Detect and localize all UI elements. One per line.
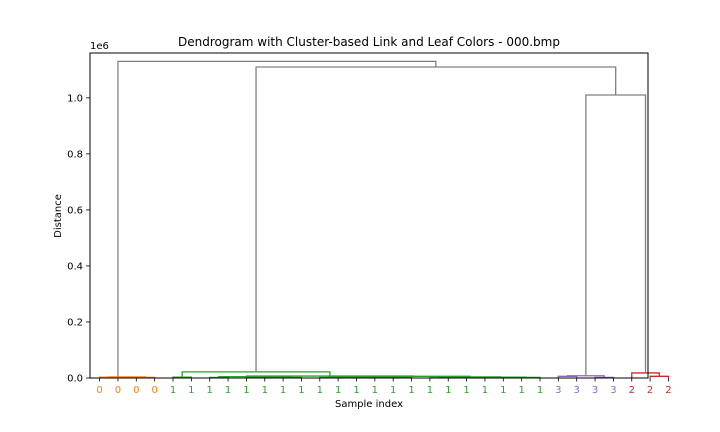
dendrogram-link <box>245 375 414 377</box>
leaf-label: 1 <box>280 385 286 396</box>
plot-frame <box>89 52 649 379</box>
leaf-labels: 0 0 0 0 1 1 1 1 1 1 1 1 1 1 1 1 1 1 1 1 1 1 1 1 1 3 3 3 3 2 2 2 <box>96 378 672 396</box>
y-axis-ticks: 0.0 0.2 0.4 0.6 0.8 1.0 <box>67 93 90 385</box>
x-axis-label: Sample index <box>335 399 403 410</box>
leaf-label: 1 <box>390 385 396 396</box>
leaf-label: 1 <box>188 385 194 396</box>
leaf-label: 1 <box>445 385 451 396</box>
leaf-label: 3 <box>610 385 616 396</box>
leaf-label: 1 <box>243 385 249 396</box>
leaf-label: 1 <box>463 385 469 396</box>
leaf-label: 1 <box>482 385 488 396</box>
leaf-label: 1 <box>353 385 359 396</box>
leaf-label: 1 <box>170 385 176 396</box>
dendrogram-link <box>255 66 617 372</box>
chart-title: Dendrogram with Cluster-based Link and L… <box>178 35 560 49</box>
y-tick-label: 1.0 <box>67 93 83 104</box>
dendrogram-link <box>631 372 660 378</box>
leaf-label: 0 <box>151 385 157 396</box>
leaf-label: 1 <box>225 385 231 396</box>
leaf-label: 1 <box>372 385 378 396</box>
y-tick-label: 0.2 <box>67 317 83 328</box>
y-tick-label: 0.8 <box>67 149 83 160</box>
dendrogram-link <box>585 94 647 376</box>
leaf-label: 1 <box>335 385 341 396</box>
leaf-label: 2 <box>629 385 635 396</box>
leaf-label: 1 <box>518 385 524 396</box>
leaf-label: 1 <box>408 385 414 396</box>
leaf-label: 2 <box>665 385 671 396</box>
leaf-label: 3 <box>555 385 561 396</box>
leaf-label: 1 <box>207 385 213 396</box>
leaf-label: 0 <box>133 385 139 396</box>
y-offset-label: 1e6 <box>90 41 109 52</box>
dendrogram-link <box>117 60 437 377</box>
dendrogram-link <box>649 375 670 378</box>
leaf-label: 3 <box>574 385 580 396</box>
dendrogram-link <box>108 376 147 378</box>
leaf-label: 0 <box>115 385 121 396</box>
leaf-label: 1 <box>298 385 304 396</box>
y-tick-label: 0.4 <box>67 261 83 272</box>
leaf-label: 3 <box>592 385 598 396</box>
leaf-label: 1 <box>317 385 323 396</box>
leaf-label: 2 <box>647 385 653 396</box>
y-tick-label: 0.0 <box>67 374 83 385</box>
leaf-label: 1 <box>427 385 433 396</box>
leaf-label: 1 <box>537 385 543 396</box>
leaf-label: 1 <box>262 385 268 396</box>
y-tick-label: 0.6 <box>67 205 83 216</box>
dendrogram-links <box>98 60 670 379</box>
y-axis-label: Distance <box>53 194 64 238</box>
leaf-label: 1 <box>500 385 506 396</box>
leaf-label: 0 <box>96 385 102 396</box>
